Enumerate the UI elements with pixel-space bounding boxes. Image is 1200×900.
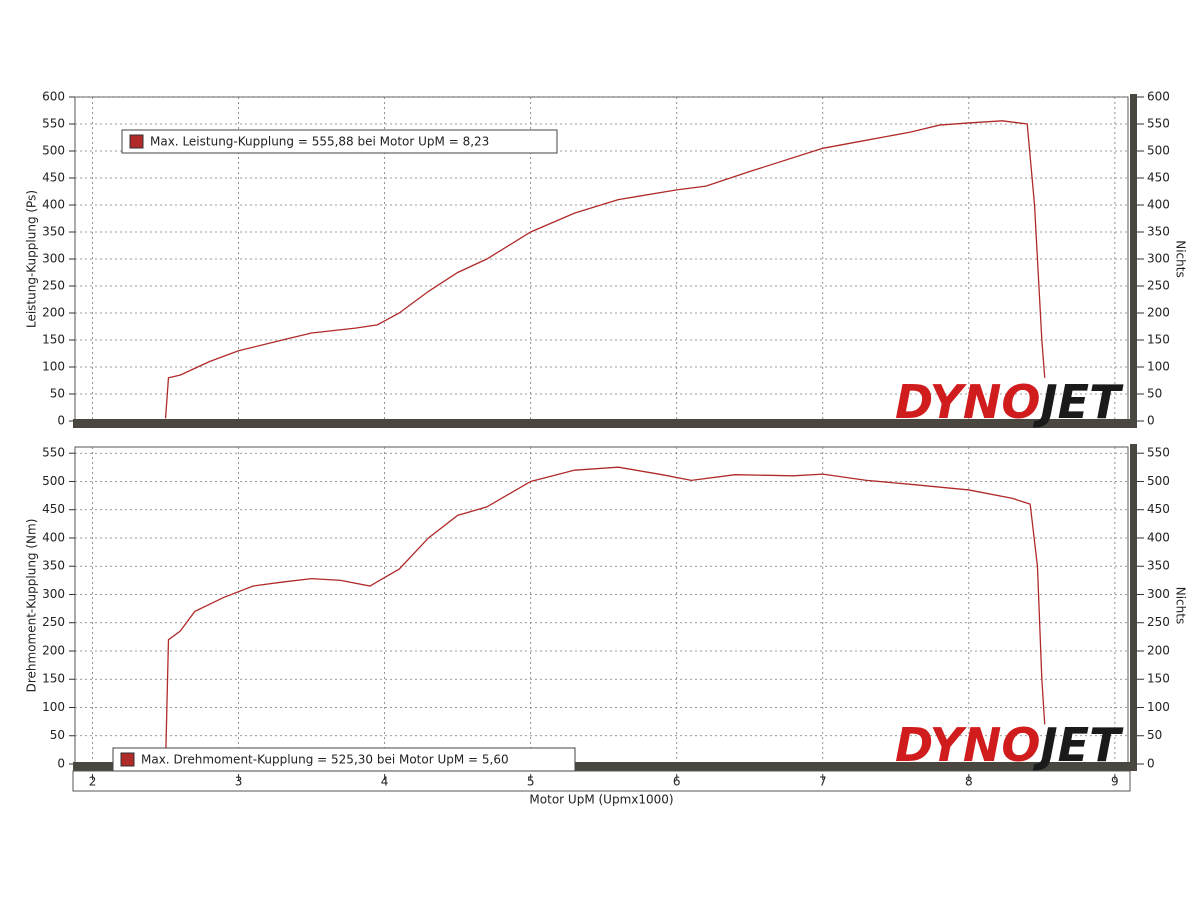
y2-tick-label: 250 [1147,279,1170,293]
axis-bar [73,419,1130,428]
data-line [164,466,1046,765]
logo-red: DYNO [895,718,1041,772]
y-tick-label: 50 [50,728,65,742]
y2-tick-label: 250 [1147,615,1170,629]
y2-tick-label: 300 [1147,252,1170,266]
y-tick-label: 250 [42,279,65,293]
y-tick-label: 400 [42,530,65,544]
x-tick-label: 2 [89,775,97,789]
data-line [164,120,1046,419]
x-tick-label: 6 [673,775,681,789]
y2-axis-label: Nichts [1174,240,1188,277]
y-tick-label: 600 [42,90,65,104]
y2-tick-label: 500 [1147,474,1170,488]
y2-tick-label: 200 [1147,643,1170,657]
y2-axis-label: Nichts [1174,587,1188,624]
y-tick-label: 250 [42,615,65,629]
axis-bar [1130,444,1137,771]
y2-tick-label: 100 [1147,700,1170,714]
y-axis-label: Leistung-Kupplung (Ps) [25,190,39,328]
x-tick-label: 3 [235,775,243,789]
y2-tick-label: 450 [1147,171,1170,185]
x-tick-label: 7 [819,775,827,789]
y-tick-label: 500 [42,474,65,488]
axis-bar [73,762,1130,771]
y2-tick-label: 0 [1147,757,1155,771]
y2-tick-label: 50 [1147,387,1162,401]
y-tick-label: 450 [42,171,65,185]
legend-swatch [120,752,135,767]
y-tick-label: 150 [42,333,65,347]
legend-label: Max. Drehmoment-Kupplung = 525,30 bei Mo… [141,753,509,767]
logo-dark: JET [1033,718,1125,772]
legend-box [121,129,558,154]
y-tick-label: 100 [42,700,65,714]
logo: DYNOJET [895,718,1124,772]
y2-tick-label: 300 [1147,587,1170,601]
x-tick-label: 8 [965,775,973,789]
y2-tick-label: 150 [1147,333,1170,347]
y-tick-label: 500 [42,144,65,158]
y-tick-label: 350 [42,225,65,239]
y2-tick-label: 150 [1147,672,1170,686]
y2-tick-label: 200 [1147,306,1170,320]
x-tick-label: 4 [381,775,389,789]
y-tick-label: 350 [42,559,65,573]
x-axis-label: Motor UpM (Upmx1000) [529,793,673,807]
y2-tick-label: 100 [1147,360,1170,374]
y-tick-label: 450 [42,502,65,516]
logo: DYNOJET [895,375,1124,429]
x-axis-box [72,770,1131,792]
y-tick-label: 0 [57,757,65,771]
y-tick-label: 0 [57,414,65,428]
y-tick-label: 300 [42,587,65,601]
y-tick-label: 100 [42,360,65,374]
axis-bar [1130,94,1137,428]
legend-swatch [129,134,144,149]
x-tick-label: 9 [1111,775,1119,789]
logo-red: DYNO [895,375,1041,429]
y2-tick-label: 350 [1147,559,1170,573]
y2-tick-label: 50 [1147,728,1162,742]
y2-tick-label: 450 [1147,502,1170,516]
y2-tick-label: 550 [1147,446,1170,460]
y-tick-label: 200 [42,643,65,657]
y2-tick-label: 0 [1147,414,1155,428]
x-tick-label: 5 [527,775,535,789]
y-tick-label: 550 [42,117,65,131]
legend-label: Max. Leistung-Kupplung = 555,88 bei Moto… [150,135,489,149]
y2-tick-label: 550 [1147,117,1170,131]
y-tick-label: 300 [42,252,65,266]
y2-tick-label: 400 [1147,198,1170,212]
logo-dark: JET [1033,375,1125,429]
y2-tick-label: 400 [1147,530,1170,544]
plot-area [74,446,1129,765]
y2-tick-label: 600 [1147,90,1170,104]
y-axis-label: Drehmoment-Kupplung (Nm) [25,519,39,693]
y-tick-label: 200 [42,306,65,320]
legend-box [112,747,576,772]
y-tick-label: 150 [42,672,65,686]
y2-tick-label: 350 [1147,225,1170,239]
y-tick-label: 400 [42,198,65,212]
y2-tick-label: 500 [1147,144,1170,158]
y-tick-label: 50 [50,387,65,401]
y-tick-label: 550 [42,446,65,460]
